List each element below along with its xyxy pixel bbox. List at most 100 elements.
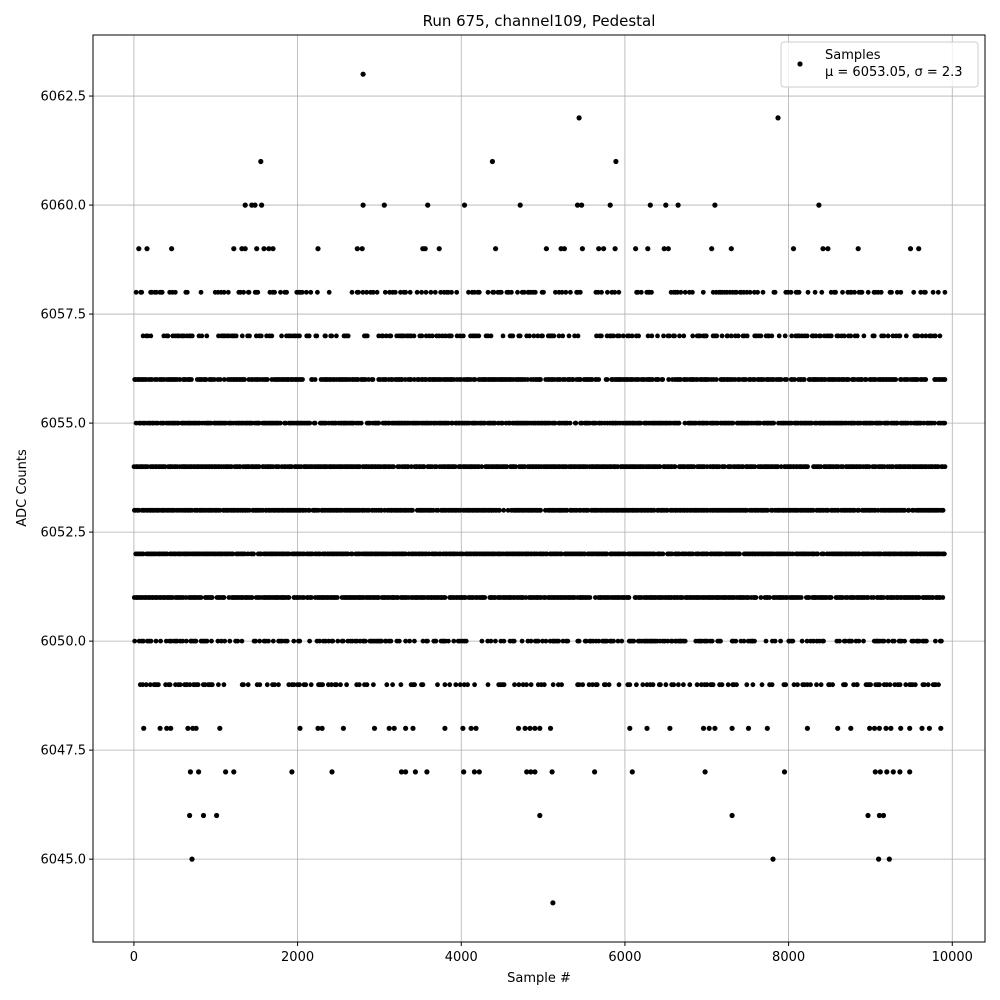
sample-point (712, 202, 718, 208)
sample-point (538, 507, 543, 513)
sample-point (660, 551, 666, 557)
sample-point (291, 682, 297, 688)
sample-point (517, 333, 523, 339)
sample-point (825, 246, 831, 252)
sample-point (549, 769, 555, 775)
sample-point (340, 638, 346, 644)
sample-point (253, 638, 258, 644)
y-tick-label: 6057.5 (41, 308, 87, 323)
sample-point (815, 551, 821, 557)
sample-point (489, 158, 495, 165)
sample-point (810, 507, 816, 513)
sample-point (755, 289, 760, 295)
sample-point (638, 289, 644, 295)
sample-point (371, 725, 378, 731)
sample-point (468, 725, 474, 731)
sample-point (543, 246, 550, 252)
sample-point (709, 246, 715, 252)
sample-point (479, 464, 485, 470)
sample-point (284, 638, 290, 644)
sample-point (356, 682, 362, 688)
sample-point (856, 638, 862, 644)
sample-point (449, 333, 454, 339)
sample-point (930, 289, 936, 295)
sample-point (407, 638, 412, 644)
sample-point (871, 595, 876, 600)
sample-point (297, 682, 302, 688)
sample-point (422, 246, 428, 252)
sample-point (541, 682, 547, 688)
sample-point (942, 420, 948, 426)
sample-point (169, 246, 175, 252)
sample-point (246, 289, 252, 295)
sample-point (214, 812, 220, 819)
sample-point (398, 682, 404, 688)
sample-point (933, 638, 938, 644)
sample-point (575, 333, 581, 339)
sample-point (428, 289, 434, 295)
sample-point (189, 333, 195, 339)
chart-title: Run 675, channel109, Pedestal (423, 12, 656, 30)
x-tick-label: 10000 (932, 950, 973, 965)
sample-point (661, 333, 666, 339)
sample-point (233, 333, 239, 339)
sample-point (576, 638, 582, 644)
sample-point (633, 246, 639, 252)
sample-point (627, 682, 633, 688)
sample-point (319, 725, 325, 731)
sample-point (235, 638, 241, 644)
sample-point (420, 638, 426, 644)
sample-point (376, 420, 382, 426)
sample-point (199, 333, 205, 339)
sample-point (532, 725, 538, 731)
sample-point (501, 638, 507, 644)
sample-point (704, 551, 710, 557)
sample-point (719, 682, 725, 688)
sample-point (283, 420, 289, 426)
sample-point (644, 725, 650, 731)
sample-point (276, 682, 281, 688)
x-axis-label: Sample # (507, 971, 571, 986)
sample-point (252, 202, 258, 208)
sample-point (690, 333, 696, 339)
sample-point (167, 682, 173, 688)
sample-point (868, 682, 873, 688)
sample-point (884, 682, 890, 688)
sample-point (710, 682, 716, 688)
sample-point (403, 289, 408, 295)
sample-point (241, 289, 247, 295)
sample-point (541, 289, 546, 295)
sample-point (744, 682, 750, 688)
sample-point (284, 289, 289, 295)
sample-point (519, 638, 525, 644)
sample-point (619, 638, 625, 644)
y-tick-label: 6045.0 (41, 853, 87, 868)
sample-point (769, 333, 775, 339)
sample-point (270, 638, 276, 644)
sample-point (690, 551, 695, 557)
sample-point (765, 507, 770, 513)
sample-point (759, 682, 765, 688)
sample-point (516, 682, 522, 688)
sample-point (414, 289, 420, 295)
sample-point (527, 333, 532, 339)
sample-point (270, 246, 276, 252)
sample-point (677, 333, 682, 339)
sample-point (728, 246, 734, 252)
sample-point (795, 682, 800, 688)
sample-point (187, 682, 193, 688)
sample-point (644, 682, 650, 688)
sample-point (492, 420, 498, 426)
sample-point (143, 682, 149, 688)
sample-point (442, 682, 448, 688)
sample-point (559, 682, 564, 688)
sample-point (672, 464, 678, 470)
sample-point (247, 333, 252, 339)
sample-point (660, 377, 666, 382)
sample-point (442, 595, 448, 600)
sample-point (604, 551, 610, 557)
sample-point (651, 551, 657, 557)
sample-point (622, 551, 628, 557)
sample-point (907, 769, 913, 775)
sample-point (752, 464, 758, 470)
